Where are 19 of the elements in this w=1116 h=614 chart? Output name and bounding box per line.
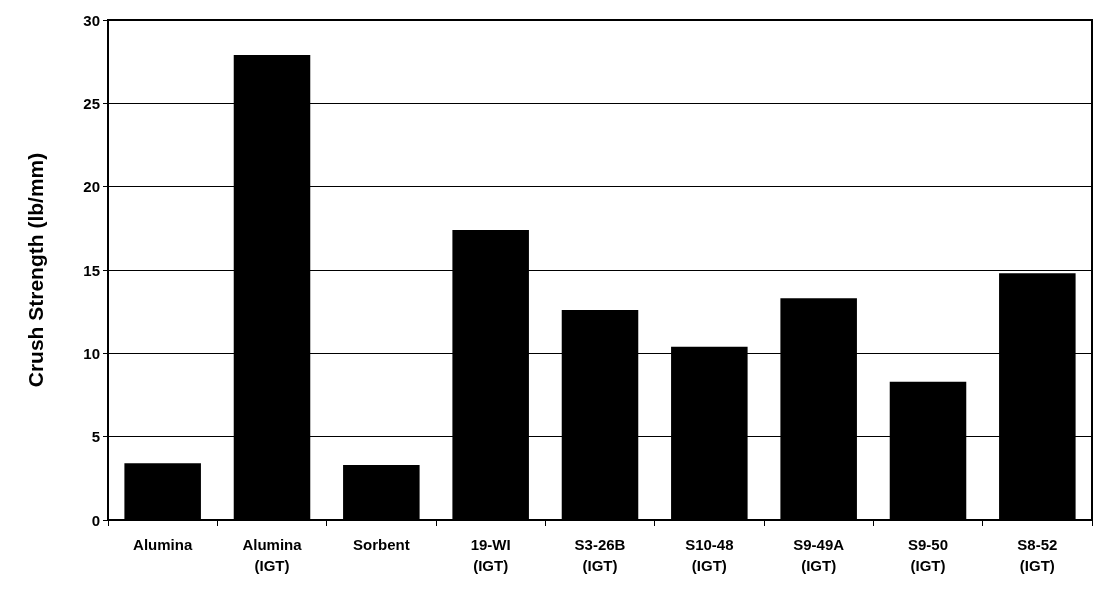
y-tick-label: 15 — [83, 261, 100, 279]
x-tick-label: S10-48 (IGT) — [685, 536, 734, 574]
x-tick-label: S8-52 (IGT) — [1017, 536, 1058, 574]
y-tick-label: 20 — [83, 178, 100, 196]
y-tick-label: 30 — [83, 11, 100, 29]
x-tick-label: Sorbent — [353, 536, 410, 553]
bar — [124, 463, 201, 520]
x-tick-label: S9-50 (IGT) — [907, 536, 949, 574]
x-tick-label: Alumina — [133, 536, 193, 553]
y-tick-label: 10 — [83, 344, 100, 362]
x-tick-label: 19-WI (IGT) — [470, 536, 511, 574]
x-tick-label: Alumina (IGT) — [242, 536, 303, 574]
y-tick-label: 25 — [83, 94, 100, 112]
y-tick-label: 5 — [91, 428, 100, 446]
x-tick-label: S9-49A (IGT) — [793, 536, 845, 574]
bar — [343, 465, 420, 520]
x-tick-label: S3-26B (IGT) — [574, 536, 626, 574]
y-axis-title: Crush Strength (lb/mm) — [24, 152, 47, 388]
y-tick-label: 0 — [91, 511, 100, 529]
